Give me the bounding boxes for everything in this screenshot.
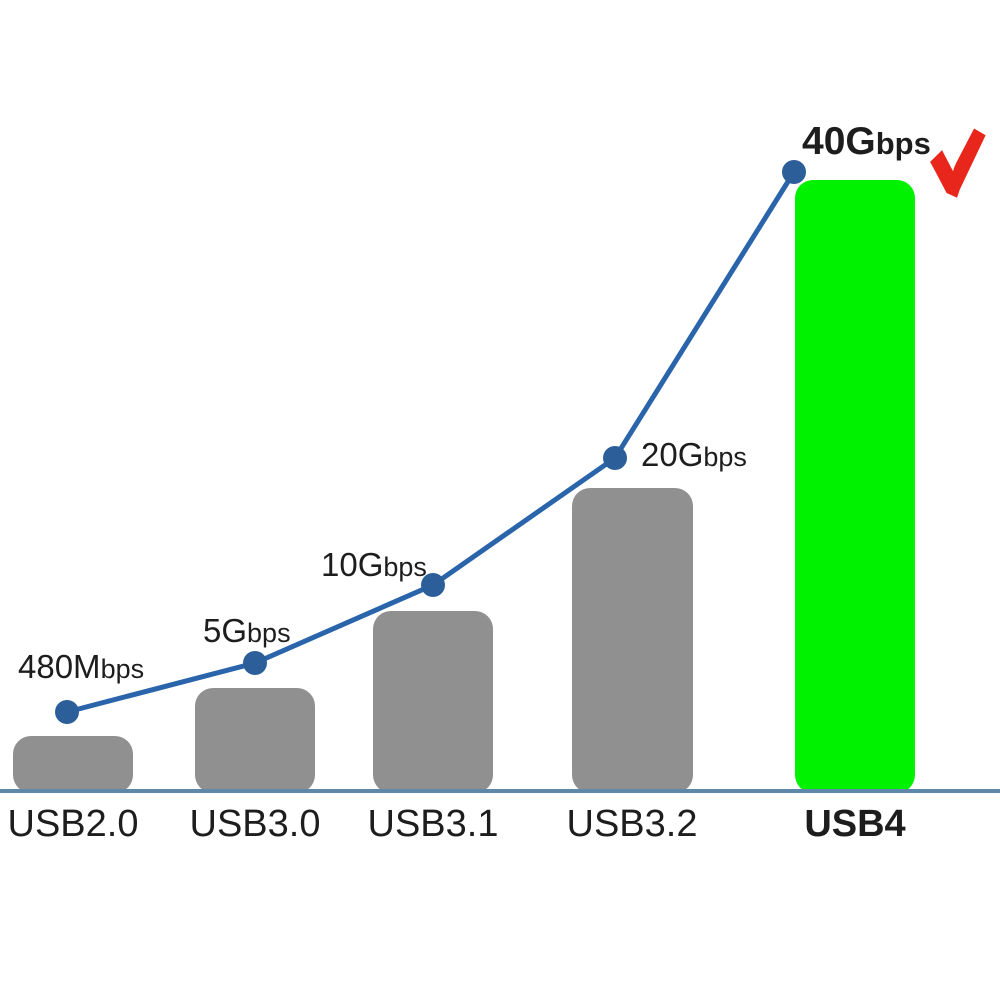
speed-unit: bps (875, 126, 931, 161)
checkmark-shape (930, 128, 986, 198)
speed-unit: bps (100, 654, 145, 684)
data-point-dot-usb4 (782, 160, 806, 184)
speed-label-usb2-0: 480Mbps (18, 650, 144, 683)
speed-label-usb4: 40Gbps (802, 122, 931, 161)
bar-usb2-0 (13, 736, 133, 793)
bar-usb3-2 (572, 488, 693, 793)
data-point-dot-usb3-2 (603, 446, 627, 470)
speed-value: 480M (18, 648, 101, 685)
x-axis-label-usb4: USB4 (804, 803, 906, 845)
x-axis-label-usb3-0: USB3.0 (189, 803, 321, 845)
speed-unit: bps (703, 442, 747, 472)
speed-label-usb3-0: 5Gbps (203, 614, 291, 647)
bar-usb3-0 (195, 688, 315, 793)
speed-value: 10G (321, 546, 384, 583)
speed-unit: bps (383, 552, 427, 582)
speed-value: 20G (641, 436, 704, 473)
speed-label-usb3-1: 10Gbps (321, 548, 427, 581)
speed-label-usb3-2: 20Gbps (641, 438, 747, 471)
x-axis-label-usb3-1: USB3.1 (367, 803, 499, 845)
x-axis-label-usb2-0: USB2.0 (7, 803, 139, 845)
checkmark-icon (930, 128, 986, 198)
data-point-dot-usb3-0 (243, 651, 267, 675)
bar-usb3-1 (373, 611, 493, 793)
speed-value: 5G (203, 612, 248, 649)
speed-value: 40G (802, 120, 876, 163)
data-point-dot-usb2-0 (55, 700, 79, 724)
x-axis-baseline (0, 789, 1000, 793)
speed-unit: bps (247, 618, 291, 648)
bar-usb4-highlighted (795, 180, 915, 793)
x-axis-label-usb3-2: USB3.2 (566, 803, 698, 845)
